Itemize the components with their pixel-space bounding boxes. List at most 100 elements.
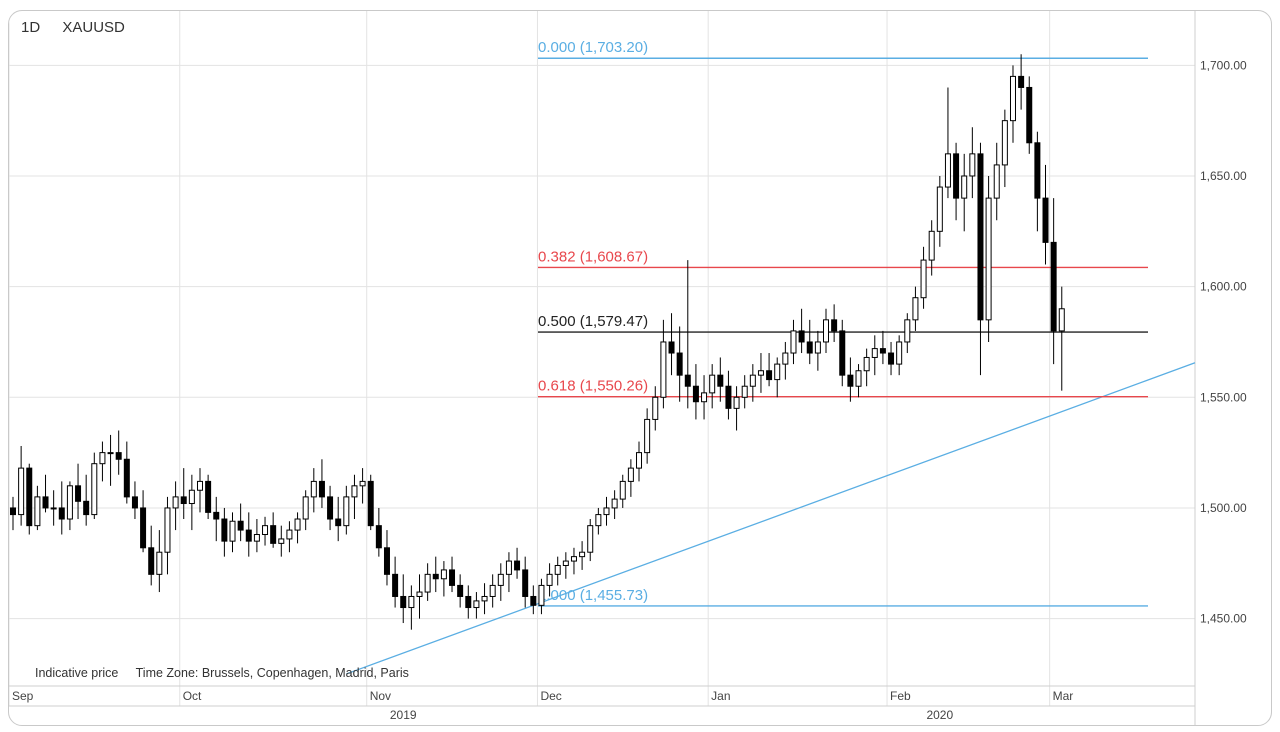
candle-body (863, 356, 870, 372)
candle-body (213, 511, 220, 520)
candle-body (936, 186, 943, 232)
candle-body (733, 396, 740, 409)
month-label: Nov (370, 689, 391, 703)
candle-body (701, 392, 708, 403)
candle-body (1058, 308, 1065, 332)
candle-body (34, 496, 41, 527)
candle-body (522, 569, 529, 597)
candle-body (327, 496, 334, 520)
candle-body (896, 341, 903, 365)
candle-body (343, 496, 350, 527)
candle-body (855, 370, 862, 387)
candle-body (977, 153, 984, 321)
candle-body (75, 485, 82, 502)
year-label: 2020 (926, 708, 953, 722)
candle-body (115, 452, 122, 460)
candle-body (10, 507, 16, 516)
chart-footnote: Indicative price Time Zone: Brussels, Co… (35, 666, 423, 680)
indicative-price-note: Indicative price (35, 666, 119, 680)
candle-body (408, 595, 415, 609)
candle-body (83, 500, 90, 516)
y-tick-label: 1,650.00 (1200, 169, 1247, 183)
candle-body (465, 595, 472, 609)
chart-frame: 1D XAUUSD 1,450.00 1,500.00 1,550.00 1,600.… (8, 10, 1272, 726)
candle-body (245, 529, 252, 542)
fib-level-label: 0.618 (1,550.26) (538, 378, 648, 395)
candle-body (871, 348, 878, 358)
candle-body (253, 534, 260, 542)
price-chart[interactable]: 1,450.00 1,500.00 1,550.00 1,600.00 1,650.00… (9, 11, 1271, 725)
candle-body (99, 452, 106, 465)
candle-body (790, 330, 797, 354)
candle-body (302, 496, 309, 520)
candle-body (66, 485, 73, 520)
candle-body (262, 525, 269, 536)
candle-body (644, 418, 651, 454)
candle-body (278, 538, 285, 544)
candle-body (286, 529, 293, 540)
candle-body (180, 496, 187, 505)
chart-header: 1D XAUUSD (21, 19, 143, 36)
candle-body (920, 259, 927, 299)
candle-body (310, 480, 317, 498)
candle-body (969, 153, 976, 177)
candle-body (164, 507, 171, 553)
candle-body (741, 385, 748, 398)
interval-label[interactable]: 1D (21, 19, 41, 36)
candle-body (367, 480, 374, 527)
month-label: Feb (890, 689, 911, 703)
candle-body (392, 573, 399, 597)
y-tick-label: 1,600.00 (1200, 280, 1247, 294)
candle-body (904, 319, 911, 343)
candle-body (888, 352, 895, 365)
candle-body (18, 467, 25, 516)
candle-body (570, 556, 577, 562)
month-label: Oct (183, 689, 202, 703)
candle-body (351, 485, 358, 498)
candle-body (172, 496, 179, 509)
candle-body (823, 319, 829, 343)
candle-body (611, 498, 618, 509)
candle-body (229, 520, 236, 542)
candle-body (839, 330, 846, 376)
candle-body (709, 374, 716, 394)
candle-body (107, 452, 114, 455)
candle-body (188, 489, 195, 505)
candle-body (993, 164, 1000, 199)
candle-body (595, 514, 602, 527)
candle-body (1026, 86, 1033, 144)
candle-body (944, 153, 951, 188)
candle-body (335, 518, 342, 527)
candle-body (318, 480, 325, 498)
candle-body (985, 197, 992, 321)
candle-body (774, 363, 781, 381)
candle-body (627, 467, 634, 482)
candle-body (156, 551, 163, 575)
candle-body (50, 507, 57, 510)
candle-body (140, 507, 147, 549)
candle-body (782, 352, 789, 365)
candle-body (692, 385, 699, 403)
fib-level-label: 1.000 (1,455.73) (538, 587, 648, 604)
candle-body (424, 573, 431, 593)
candle-body (42, 496, 49, 509)
candle-body (196, 480, 203, 491)
y-tick-label: 1,450.00 (1200, 612, 1247, 626)
candle-body (619, 480, 626, 500)
candle-body (1009, 75, 1016, 122)
candle-body (237, 520, 244, 531)
candle-body (359, 480, 366, 487)
candle-body (879, 348, 886, 354)
candle-body (554, 564, 561, 575)
candle-body (123, 458, 130, 498)
fib-level-label: 0.500 (1,579.47) (538, 313, 648, 330)
candle-body (400, 595, 407, 609)
fib-level-label: 0.382 (1,608.67) (538, 248, 648, 265)
year-label: 2019 (390, 708, 417, 722)
candle-body (473, 600, 480, 609)
month-label: Jan (711, 689, 730, 703)
symbol-label[interactable]: XAUUSD (62, 19, 125, 36)
candle-body (440, 569, 447, 580)
candle-body (148, 547, 155, 575)
candle-body (814, 341, 821, 354)
